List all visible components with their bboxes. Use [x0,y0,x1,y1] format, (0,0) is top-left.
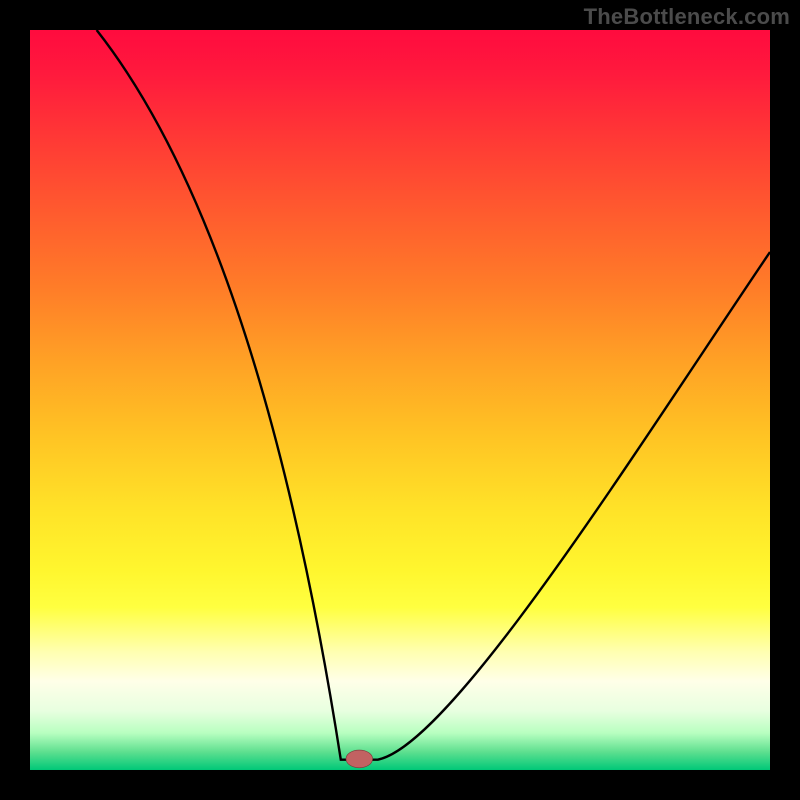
gradient-background [30,30,770,770]
bottleneck-minimum-marker [346,750,373,768]
watermark-text: TheBottleneck.com [584,4,790,30]
bottleneck-curve-chart [0,0,800,800]
chart-container: { "watermark": { "text": "TheBottleneck.… [0,0,800,800]
